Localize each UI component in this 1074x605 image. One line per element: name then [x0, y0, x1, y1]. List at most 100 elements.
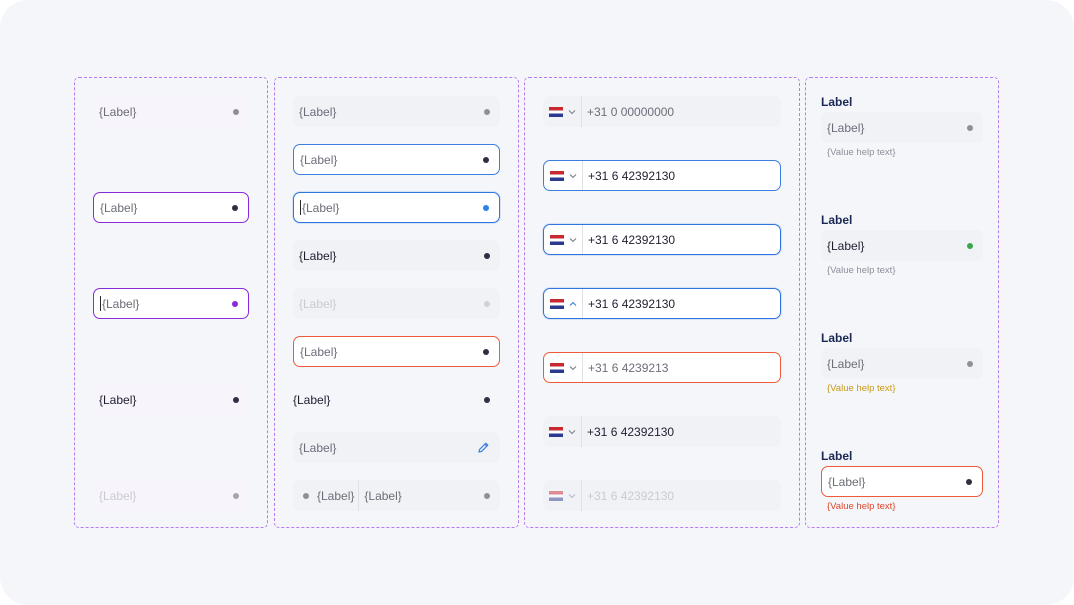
input-focused[interactable]: {Label} [93, 288, 249, 319]
input-label: {Label} [827, 120, 865, 135]
input-default[interactable]: {Label} [93, 96, 249, 127]
labeled-input-success[interactable]: {Label} [821, 230, 983, 261]
field-label: Label [821, 95, 853, 109]
status-dot-icon [483, 348, 489, 355]
phone-input-error[interactable]: +31 6 4239213 [543, 352, 781, 383]
netherlands-flag-icon[interactable] [550, 170, 564, 181]
phone-input-hover[interactable]: +31 6 42392130 [543, 160, 781, 191]
input-label: {Label} [300, 344, 338, 359]
netherlands-flag-icon[interactable] [550, 362, 564, 373]
input-label: {Label} [293, 392, 331, 407]
chevron-down-icon[interactable] [568, 235, 578, 245]
status-dot-icon [484, 252, 490, 259]
column-labeled-inputs: Label {Label} {Value help text} Label {L… [805, 77, 999, 528]
field-label: Label [821, 449, 853, 463]
text-caret [100, 296, 101, 311]
phone-input-disabled: +31 6 42392130 [543, 480, 781, 511]
phone-number: +31 6 42392130 [587, 424, 675, 439]
labeled-input-default[interactable]: {Label} [821, 112, 983, 143]
chevron-down-icon[interactable] [568, 171, 578, 181]
help-text: {Value help text} [827, 383, 896, 394]
text-caret [300, 200, 301, 215]
column-purple-variants: {Label} {Label} {Label} {Label} {Label} [74, 77, 268, 528]
chevron-down-icon[interactable] [567, 427, 577, 437]
input-filled[interactable]: {Label} [93, 384, 249, 415]
status-dot-icon [967, 242, 973, 249]
column-phone-inputs: +31 0 00000000 +31 6 42392130 +31 6 4239… [524, 77, 800, 528]
input-label: {Label} [299, 104, 337, 119]
phone-number: +31 0 00000000 [587, 104, 675, 119]
input-hover[interactable]: {Label} [93, 192, 249, 223]
phone-number: +31 6 42392130 [588, 168, 676, 183]
phone-number: +31 6 42392130 [588, 296, 676, 311]
input-label: {Label} [102, 296, 140, 311]
chevron-down-icon [568, 493, 576, 498]
divider [582, 225, 583, 254]
netherlands-flag-icon[interactable] [550, 298, 564, 309]
input-editable[interactable]: {Label} [293, 432, 500, 463]
status-dot-icon [484, 108, 490, 115]
status-dot-icon [483, 156, 489, 163]
input-default[interactable]: {Label} [293, 96, 500, 127]
divider [581, 480, 582, 511]
status-dot-icon [232, 204, 238, 211]
input-label: {Label} [364, 488, 402, 503]
status-dot-icon [484, 300, 490, 307]
input-label: {Label} [299, 296, 337, 311]
input-label: {Label} [99, 104, 137, 119]
phone-input-focused[interactable]: +31 6 42392130 [543, 224, 781, 255]
input-label: {Label} [827, 356, 865, 371]
phone-input-default[interactable]: +31 0 00000000 [543, 96, 781, 127]
input-borderless[interactable]: {Label} [293, 384, 500, 415]
input-disabled: {Label} [293, 288, 500, 319]
column-blue-variants: {Label} {Label} {Label} {Label} {Label} … [274, 77, 519, 528]
netherlands-flag-icon[interactable] [549, 426, 563, 437]
phone-number: +31 6 42392130 [587, 488, 675, 503]
input-label: {Label} [828, 474, 866, 489]
chevron-down-icon[interactable] [567, 107, 577, 117]
netherlands-flag-icon[interactable] [549, 106, 563, 117]
chevron-up-icon[interactable] [568, 299, 578, 309]
status-dot-icon [303, 492, 309, 499]
phone-number: +31 6 4239213 [588, 360, 669, 375]
input-label: {Label} [299, 248, 337, 263]
status-dot-icon [967, 124, 973, 131]
input-disabled: {Label} [93, 480, 249, 511]
labeled-input-error[interactable]: {Label} [821, 466, 983, 497]
labeled-input-warning[interactable]: {Label} [821, 348, 983, 379]
input-label: {Label} [827, 238, 865, 253]
divider [582, 161, 583, 190]
help-text: {Value help text} [827, 501, 896, 512]
input-hover[interactable]: {Label} [293, 144, 500, 175]
netherlands-flag-icon[interactable] [550, 234, 564, 245]
help-text: {Value help text} [827, 265, 896, 276]
netherlands-flag-icon [549, 490, 563, 501]
input-label: {Label} [100, 200, 138, 215]
pencil-icon[interactable] [477, 441, 490, 454]
divider [358, 480, 360, 511]
status-dot-icon [233, 108, 239, 115]
divider [581, 416, 582, 447]
status-dot-icon [484, 492, 490, 499]
status-dot-icon [483, 204, 489, 211]
input-error[interactable]: {Label} [293, 336, 500, 367]
input-split[interactable]: {Label} {Label} [293, 480, 500, 511]
help-text: {Value help text} [827, 147, 896, 158]
input-label: {Label} [299, 440, 337, 455]
field-label: Label [821, 331, 853, 345]
phone-input-open[interactable]: +31 6 42392130 [543, 288, 781, 319]
input-prefix-label: {Label} [317, 488, 355, 503]
field-label: Label [821, 213, 853, 227]
phone-number: +31 6 42392130 [588, 232, 676, 247]
input-focused[interactable]: {Label} [293, 192, 500, 223]
chevron-down-icon[interactable] [568, 363, 578, 373]
input-label: {Label} [302, 200, 340, 215]
phone-input-filled[interactable]: +31 6 42392130 [543, 416, 781, 447]
divider [581, 96, 582, 127]
status-dot-icon [484, 396, 490, 403]
divider [582, 353, 583, 382]
status-dot-icon [967, 360, 973, 367]
status-dot-icon [233, 396, 239, 403]
input-filled[interactable]: {Label} [293, 240, 500, 271]
